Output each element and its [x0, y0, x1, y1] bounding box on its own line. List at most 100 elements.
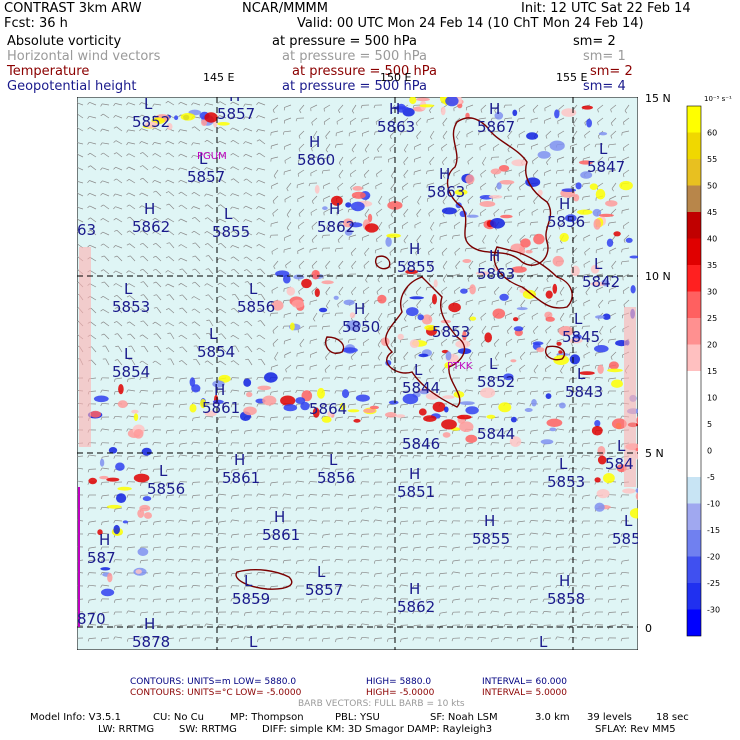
wind-barb [258, 232, 266, 236]
wind-barb [624, 104, 630, 111]
wind-barb-flag [295, 376, 298, 380]
wind-barb-flag [126, 507, 129, 511]
wind-barb [89, 115, 97, 119]
vorticity-cell [212, 399, 224, 404]
wind-barb-flag [113, 482, 116, 486]
wind-barb-flag [126, 428, 129, 432]
wind-barb [88, 559, 97, 561]
height-value-label: 5862 [132, 218, 170, 236]
wind-barb-flag [477, 546, 480, 550]
wind-barb-flag [412, 521, 415, 525]
wind-barb-flag [100, 546, 103, 550]
wind-barb [271, 221, 279, 225]
wind-barb [77, 166, 84, 171]
wind-barb [141, 141, 149, 145]
wind-barb-flag [503, 417, 506, 421]
wind-barb-flag [451, 520, 454, 524]
wind-barb-flag [555, 480, 558, 484]
vorticity-cell [597, 364, 604, 374]
wind-barb [439, 532, 448, 535]
wind-barb [245, 611, 253, 614]
wind-barb [428, 208, 435, 214]
wind-barb [596, 286, 604, 291]
wind-barb [414, 182, 422, 185]
height-high-marker: H [559, 195, 570, 213]
wind-barb [179, 545, 188, 548]
vorticity-cell [484, 332, 493, 343]
wind-barb [283, 468, 292, 470]
temperature-contours [235, 117, 573, 590]
wind-barb-flag [113, 571, 116, 575]
wind-barb-flag [282, 391, 285, 395]
wind-barb-flag [230, 598, 233, 602]
wind-barb [531, 441, 539, 444]
wind-barb [181, 204, 188, 210]
wind-barb-flag [386, 597, 389, 601]
lat-label-equator: 0 [645, 622, 652, 635]
wind-barb-flag [178, 218, 181, 222]
wind-barb [207, 308, 214, 314]
wind-barb-flag [555, 428, 558, 432]
wind-barb-flag [452, 235, 454, 239]
wind-barb [465, 585, 474, 588]
wind-barb-flag [308, 611, 311, 615]
wind-barb-flag [532, 331, 536, 335]
wind-barb-flag [464, 534, 467, 538]
vorticity-cell [417, 314, 424, 321]
wind-barb-flag [608, 222, 610, 226]
wind-barb-flag [347, 456, 350, 460]
wind-barb [599, 325, 604, 333]
wind-barb-flag [516, 482, 519, 486]
wind-barb [180, 558, 188, 561]
wind-barb-flag [244, 333, 248, 336]
wind-barb [401, 247, 409, 250]
wind-barb [325, 260, 331, 267]
wind-barb [131, 358, 136, 366]
wind-barb [167, 179, 175, 184]
wind-barb-flag [412, 559, 415, 563]
wind-barb [583, 182, 591, 185]
wind-barb [426, 481, 435, 483]
wind-barb-flag [308, 326, 311, 330]
wind-barb-flag [140, 268, 144, 271]
wind-barb [530, 610, 539, 613]
wind-barb [257, 572, 266, 574]
wind-barb [335, 610, 344, 613]
wind-barb-flag [568, 637, 571, 641]
wind-barb [245, 127, 253, 132]
wind-barb [378, 195, 383, 203]
wind-barb [582, 546, 591, 549]
wind-barb-flag [326, 305, 329, 309]
wind-barb [233, 282, 240, 288]
wind-barb-flag [503, 391, 506, 395]
vorticity-cell [619, 180, 633, 191]
wind-barb-flag [425, 403, 428, 407]
wind-barb-flag [581, 585, 584, 589]
wind-barb-flag [503, 521, 506, 525]
height-high-marker: H [329, 200, 340, 218]
wind-barb [284, 493, 292, 496]
wind-barb [167, 571, 175, 574]
wind-barb [478, 441, 487, 444]
vorticity-cell [395, 414, 406, 418]
wind-barb-flag [568, 533, 571, 537]
wind-barb [297, 182, 305, 186]
wind-barb-flag [230, 178, 234, 181]
wind-barb-flag [165, 308, 169, 311]
wind-barb [556, 441, 565, 444]
vorticity-cell [314, 288, 320, 297]
vorticity-cell [577, 209, 593, 215]
wind-barb [544, 519, 552, 522]
vorticity-cell [117, 400, 128, 408]
wind-barb [131, 345, 136, 353]
wind-barb [89, 127, 97, 132]
wind-barb [374, 624, 383, 626]
wind-barb-flag [204, 611, 207, 615]
wind-barb-flag [87, 180, 90, 184]
wind-barb [375, 506, 383, 509]
vorticity-cell [432, 293, 437, 305]
wind-barb [260, 294, 266, 301]
vorticity-cell [331, 195, 343, 206]
wind-barb-flag [321, 638, 324, 642]
wind-barb [479, 260, 487, 265]
